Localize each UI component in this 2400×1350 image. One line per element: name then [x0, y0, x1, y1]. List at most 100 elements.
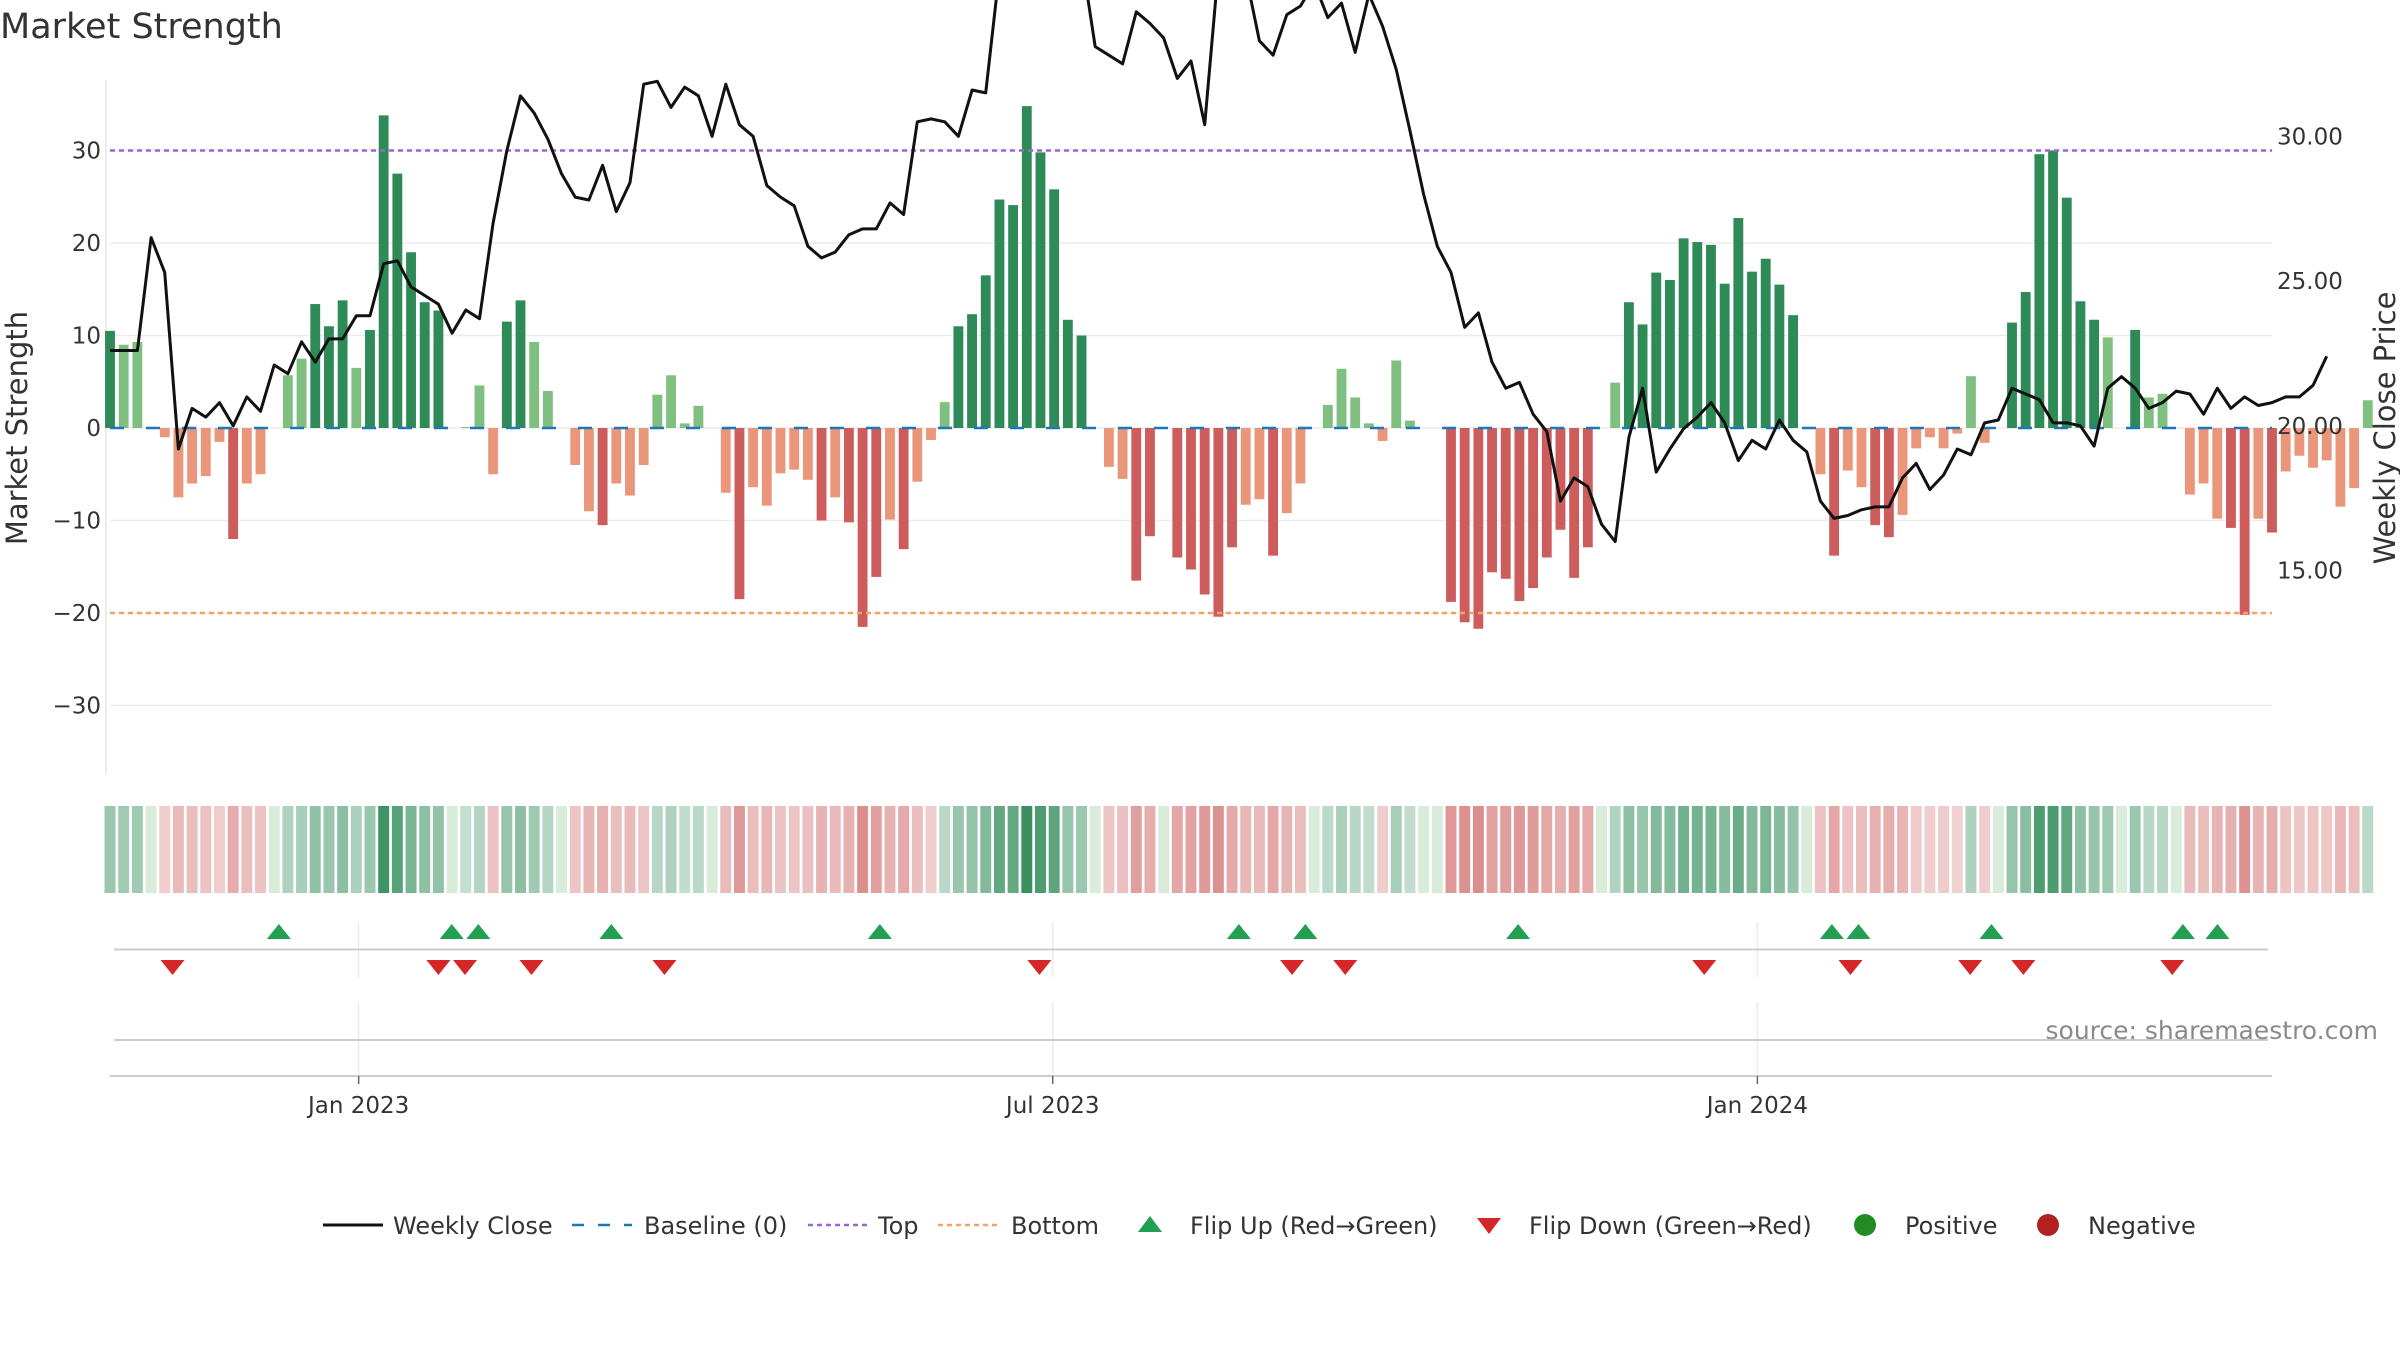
strip-cell: [1226, 806, 1238, 893]
strength-bar: [1213, 428, 1224, 617]
strip-cell: [255, 806, 266, 893]
strip-cell: [624, 806, 636, 893]
strip-cell: [2157, 806, 2169, 893]
strength-bar: [1268, 428, 1279, 556]
strength-bar: [2267, 428, 2277, 533]
strip-cell: [268, 806, 280, 893]
strength-bar: [337, 300, 348, 428]
right-tick-label: 25.00: [2277, 269, 2343, 295]
strip-cell: [597, 806, 609, 893]
strip-cell: [2129, 806, 2141, 893]
strip-cell: [1773, 806, 1785, 893]
strip-cell: [446, 806, 458, 893]
strength-bar: [1076, 335, 1087, 428]
strength-bar: [1747, 271, 1757, 428]
strip-cell: [665, 806, 677, 893]
left-tick-label: 30: [72, 139, 101, 165]
strength-bar: [1760, 258, 1771, 428]
strength-bar: [1706, 244, 1716, 428]
flip-down-marker: [519, 960, 544, 975]
legend-label: Flip Down (Green→Red): [1529, 1212, 1812, 1240]
strip-cell: [1130, 806, 1142, 893]
strip-cell: [1568, 806, 1580, 893]
strength-bar: [2157, 393, 2168, 428]
legend-label: Positive: [1905, 1212, 1998, 1240]
flip-down-marker: [426, 960, 451, 975]
chart-title: Market Strength: [0, 7, 283, 47]
strength-bar: [871, 428, 882, 577]
left-axis-label: Market Strength: [0, 311, 34, 545]
strip-cell: [1089, 806, 1101, 893]
flip-up-marker: [2170, 924, 2195, 939]
strip-cell: [1007, 806, 1019, 893]
strength-bar: [1541, 428, 1552, 558]
strength-bar: [1883, 428, 1894, 538]
legend-label: Negative: [2088, 1212, 2196, 1240]
strength-bar: [1377, 428, 1388, 441]
strength-bar: [1145, 428, 1155, 537]
strip-cell: [1760, 806, 1772, 893]
strength-bar: [912, 428, 923, 482]
strength-bar: [2020, 292, 2031, 428]
flip-down-marker: [1333, 960, 1358, 975]
strength-bar: [1295, 428, 1306, 484]
strip-cell: [309, 806, 321, 893]
strength-bar: [1459, 428, 1470, 623]
flip-up-marker: [1226, 924, 1251, 939]
strip-cell: [1828, 806, 1840, 893]
strip-cell: [1472, 806, 1484, 893]
flip-up-marker: [867, 924, 892, 939]
flip-down-marker: [1692, 960, 1717, 975]
strip-cell: [1199, 806, 1211, 893]
strength-bar: [515, 300, 526, 428]
strip-cell: [747, 806, 759, 893]
strength-bar: [460, 427, 471, 429]
flip-up-marker: [1293, 924, 1318, 939]
strength-bar: [843, 428, 854, 523]
flip-markers-panel: [114, 922, 2268, 977]
strip-cell: [939, 806, 951, 893]
strip-cell: [1856, 806, 1867, 893]
strip-cell: [104, 806, 116, 893]
strength-bar: [967, 314, 977, 428]
strip-cell: [2362, 806, 2374, 893]
strip-cell: [2102, 806, 2114, 893]
strip-cell: [2293, 806, 2305, 893]
strip-cell: [1541, 806, 1553, 893]
strength-bar: [857, 428, 868, 627]
left-tick-label: 0: [86, 416, 101, 442]
strip-cell: [2211, 806, 2223, 893]
strip-cell: [213, 806, 225, 893]
strength-bar: [1555, 428, 1566, 530]
strength-bar: [2034, 154, 2045, 428]
strip-cell: [1459, 806, 1471, 893]
strip-cell: [118, 806, 130, 893]
strip-cell: [391, 806, 403, 893]
strip-cell: [1171, 806, 1183, 893]
strip-cell: [2033, 806, 2045, 893]
right-tick-label: 15.00: [2277, 559, 2343, 585]
strength-bar: [474, 385, 485, 428]
strength-bar: [583, 428, 594, 512]
strength-bar: [365, 329, 375, 428]
strip-cell: [2334, 806, 2346, 893]
strip-cell: [925, 806, 937, 893]
strength-bar: [2075, 301, 2086, 428]
strength-bar: [1897, 428, 1908, 515]
strength-bar: [187, 428, 198, 484]
strength-bar: [1281, 428, 1292, 514]
x-tick-label: Jan 2023: [306, 1093, 409, 1119]
strip-cell: [1951, 806, 1963, 893]
strength-bar: [433, 310, 444, 428]
strength-bar: [2362, 400, 2373, 428]
right-tick-label: 20.00: [2277, 414, 2343, 440]
strip-cell: [1062, 806, 1074, 893]
strip-cell: [2074, 806, 2086, 893]
strip-cell: [1691, 806, 1703, 893]
strength-heat-strip: [104, 806, 2374, 893]
right-tick-label: 35.00: [2277, 0, 2343, 6]
strip-cell: [788, 806, 800, 893]
strip-cell: [1021, 806, 1033, 893]
strip-cell: [2239, 806, 2251, 893]
